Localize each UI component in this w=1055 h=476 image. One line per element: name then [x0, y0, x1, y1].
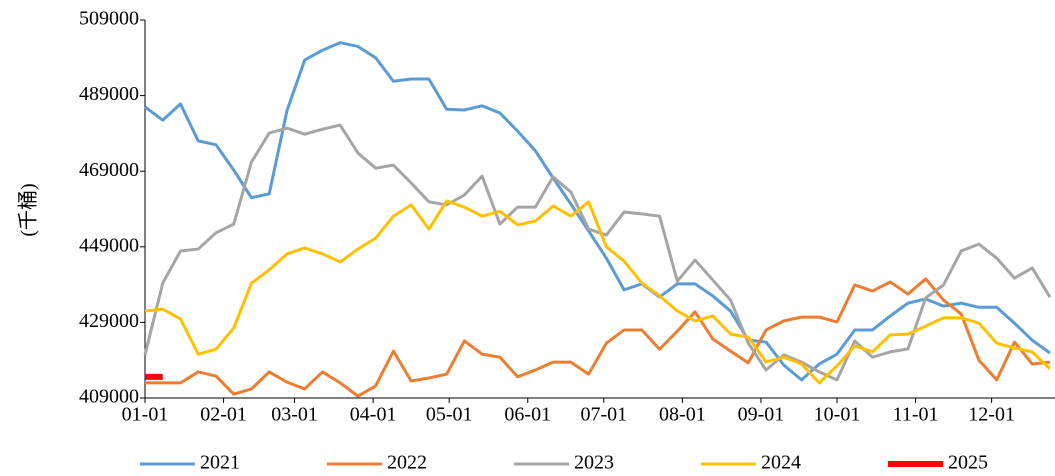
legend-label: 2024 — [761, 452, 801, 474]
x-tick-label: 03-01 — [271, 404, 318, 426]
legend-label: 2023 — [574, 452, 614, 474]
y-tick-label: 429000 — [79, 310, 139, 332]
y-tick-label: 509000 — [79, 8, 139, 30]
x-tick-label: 11-01 — [893, 404, 939, 426]
x-tick-label: 10-01 — [814, 404, 861, 426]
x-tick-label: 08-01 — [659, 404, 706, 426]
x-tick-label: 06-01 — [504, 404, 551, 426]
y-tick-label: 469000 — [79, 159, 139, 181]
x-tick-label: 12-01 — [968, 404, 1015, 426]
x-tick-label: 02-01 — [200, 404, 247, 426]
legend-label: 2022 — [387, 452, 427, 474]
y-axis-label: (千桶) — [17, 183, 40, 236]
legend-label: 2025 — [948, 452, 988, 474]
y-tick-label: 489000 — [79, 83, 139, 105]
x-tick-label: 01-01 — [122, 404, 169, 426]
x-tick-label: 04-01 — [350, 404, 397, 426]
x-tick-label: 07-01 — [580, 404, 627, 426]
y-tick-label: 449000 — [79, 234, 139, 256]
legend-label: 2021 — [200, 452, 240, 474]
series-line — [144, 41, 1051, 382]
series-line — [144, 199, 1051, 385]
series-line — [143, 123, 1052, 382]
x-tick-label: 05-01 — [426, 404, 473, 426]
x-tick-label: 09-01 — [738, 404, 785, 426]
y-tick-label: 409000 — [79, 386, 139, 408]
series-line — [145, 277, 1051, 398]
